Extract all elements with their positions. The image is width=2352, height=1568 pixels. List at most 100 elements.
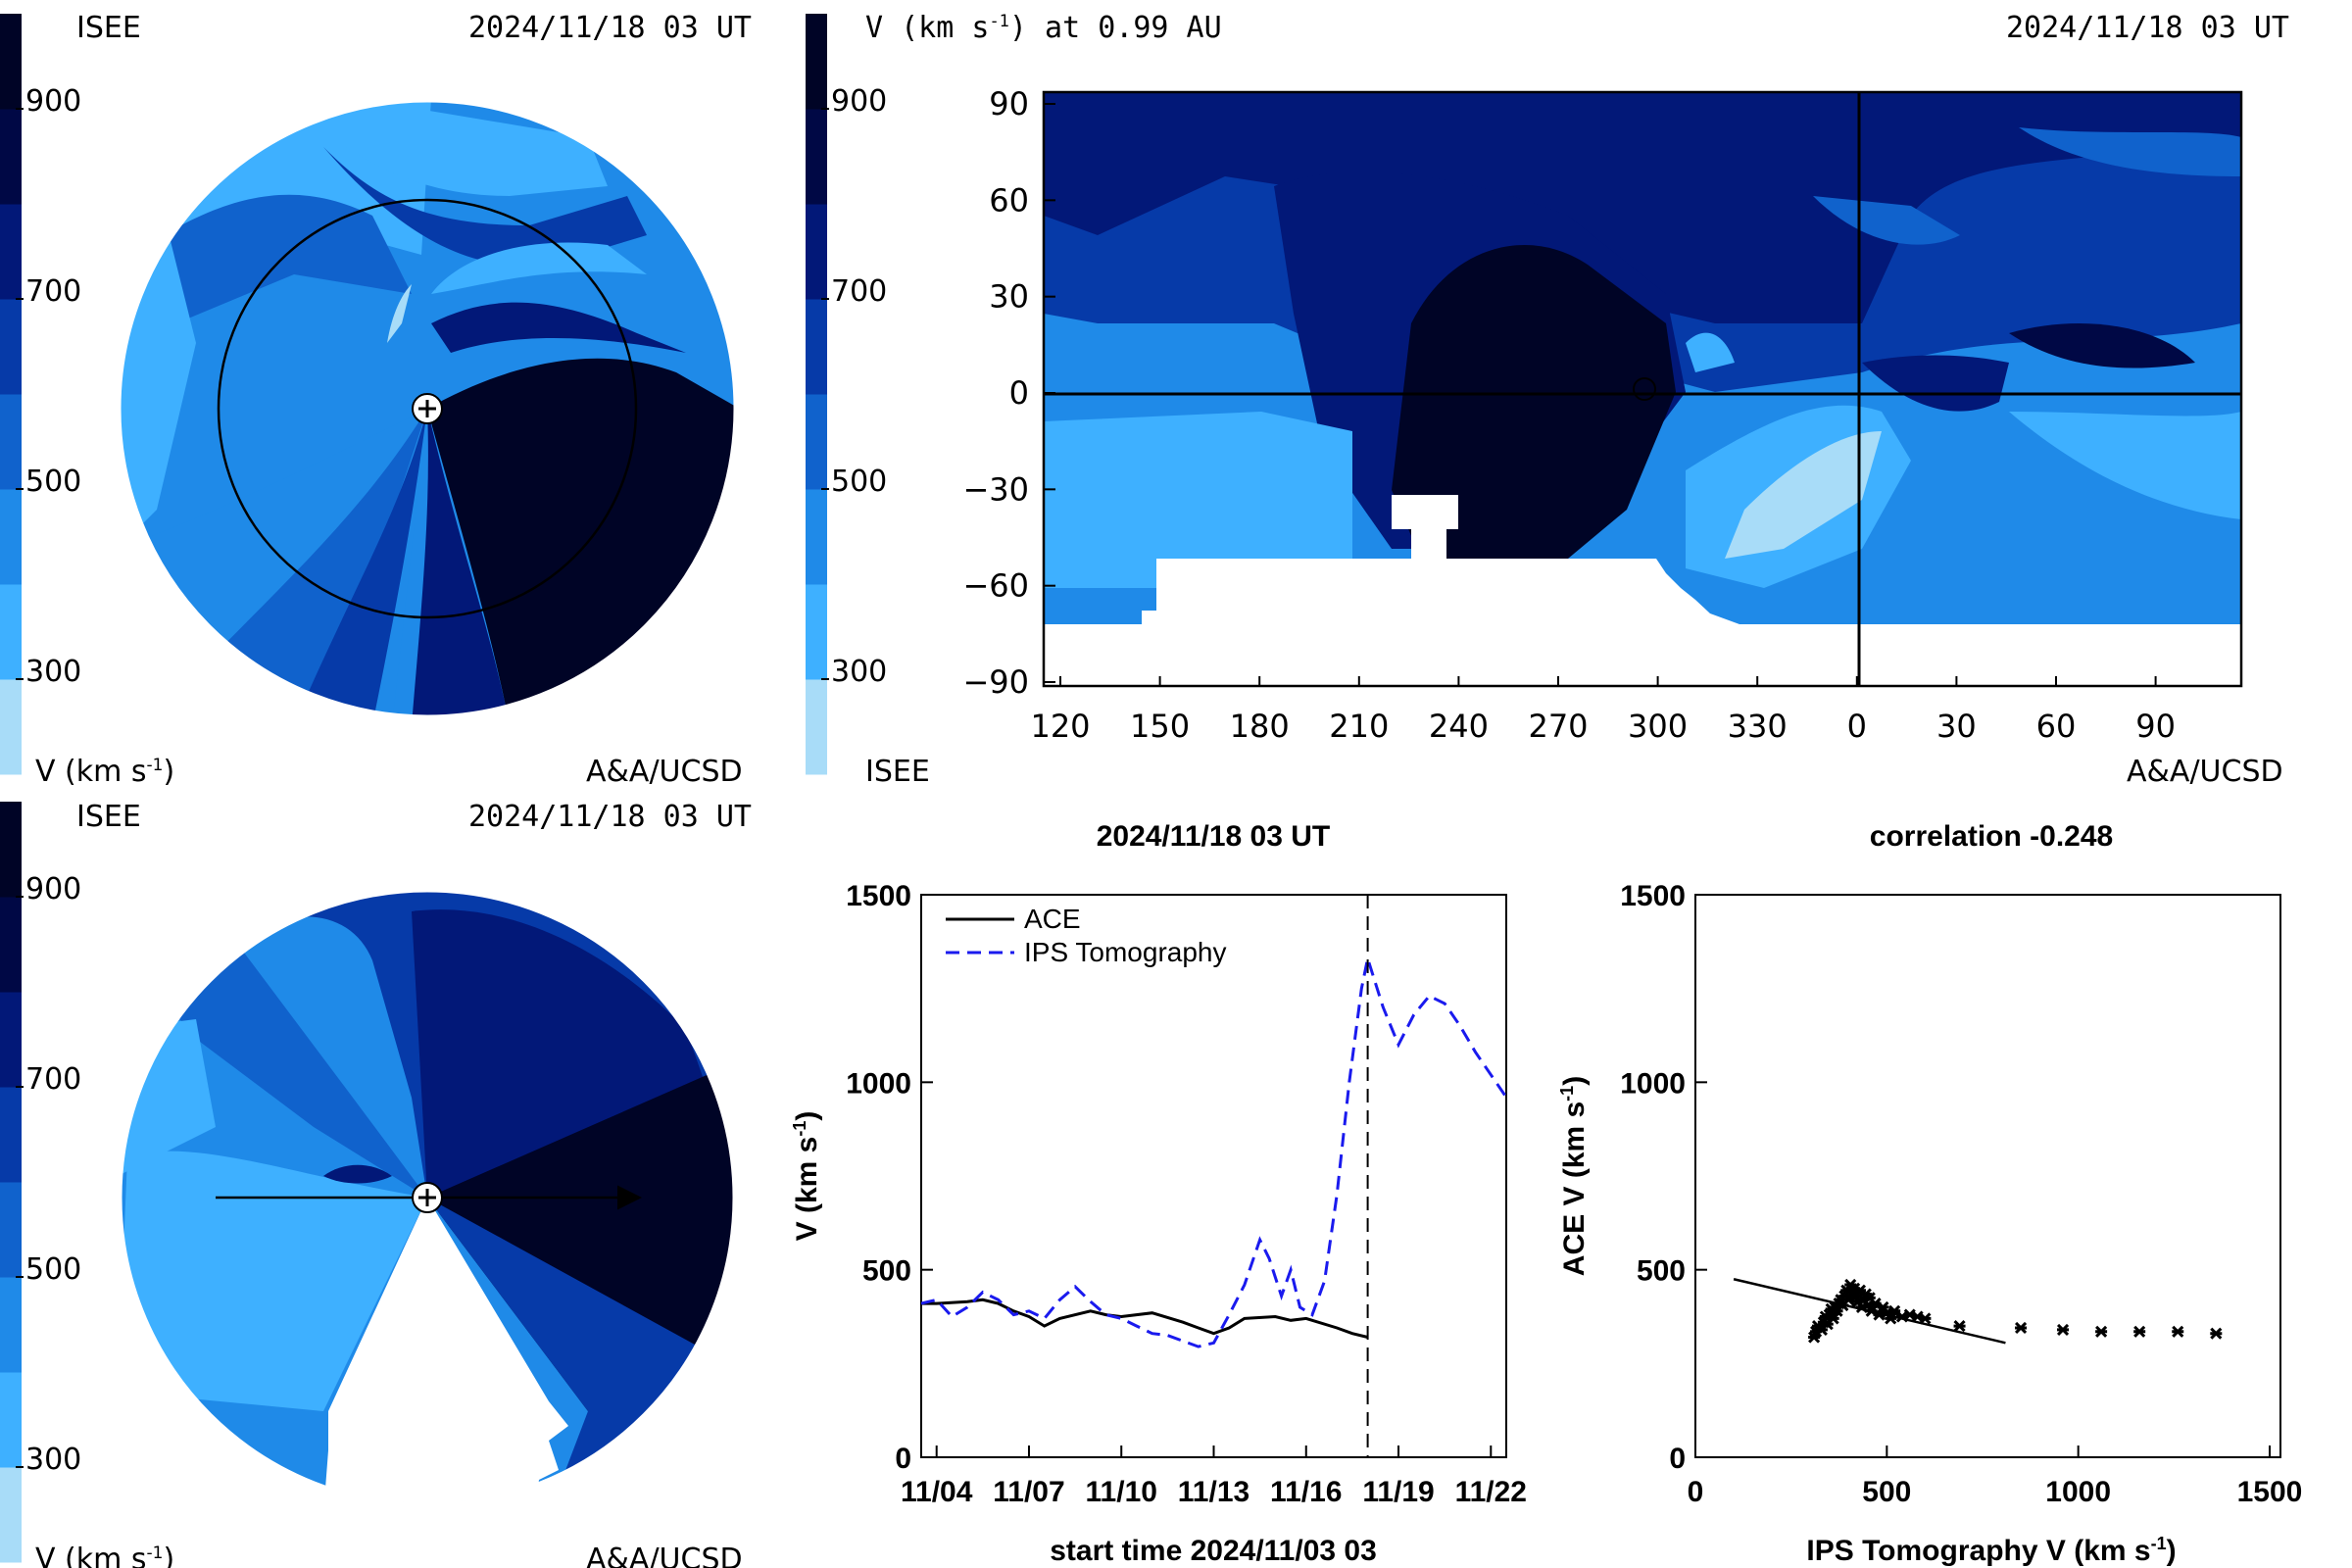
x-tick-label: 150 [1130,708,1190,745]
x-tick-label: 240 [1429,708,1489,745]
synoptic-map [1044,92,2241,624]
colorbar-segment [0,109,22,205]
colorbar-segment [0,802,22,898]
y-tick-label: 500 [862,1255,911,1288]
colorbar-bottom-left: 900 700 500 300 [0,802,81,1563]
fit-line [1733,1278,2006,1345]
colorbar-segment [0,299,22,395]
colorbar-tick-label: 500 [25,1252,81,1287]
y-tick-label: 0 [895,1443,911,1475]
x-tick-label: 120 [1030,708,1090,745]
x-tick-label: 30 [1936,708,1977,745]
colorbar-tick-label: 700 [25,274,81,309]
time-label: 2024/11/18 03 UT [2006,11,2289,45]
colorbar-segment [0,584,22,680]
y-tick-label: 1000 [1620,1067,1686,1100]
colorbar-tick-label: 500 [25,465,81,499]
colorbar-segment [0,394,22,490]
colorbar-segment [0,1277,22,1373]
colorbar-segment [806,299,827,395]
colorbar-segment [806,584,827,680]
x-tick-label: 1500 [2237,1476,2303,1508]
source-label: ISEE [76,800,141,834]
colorbar-segment [0,1467,22,1563]
scatter-point [2095,1325,2108,1338]
y-tick-label: −30 [962,470,1029,508]
colorbar-tick-label: 900 [25,84,81,119]
x-tick-label: 11/22 [1455,1476,1527,1508]
y-axis-label: V (km s-1) [790,1111,823,1242]
scatter-point [2015,1321,2028,1335]
line-axes: 11/04 11/07 11/10 11/13 11/16 11/19 11/22 0 500 1… [846,880,1527,1508]
colorbar-segment [0,1182,22,1278]
colorbar-segment [806,204,827,300]
source-label: ISEE [76,11,141,45]
y-tick-label: 30 [989,278,1029,316]
y-tick-label: 1500 [846,880,911,912]
x-tick-label: 60 [2036,708,2077,745]
scatter-point [2210,1327,2223,1340]
x-tick-label: 11/16 [1270,1476,1342,1508]
colorbar-segment [0,14,22,110]
x-tick-label: 0 [1688,1476,1704,1508]
unit-label: V (km s-1) [35,755,174,789]
colorbar-segment [0,204,22,300]
unit-label: V (km s-1) [35,1543,174,1568]
subsolar-marker-icon [1633,377,1656,401]
y-tick-label: 0 [1669,1443,1686,1475]
x-tick-label: 210 [1329,708,1389,745]
y-tick-label: −90 [962,663,1029,701]
x-tick-label: 11/13 [1178,1476,1250,1508]
y-tick-label: 0 [1009,374,1029,412]
colorbar-tick-label: 700 [831,274,887,309]
x-tick-label: 500 [1862,1476,1911,1508]
map-title: V (km s-1) at 0.99 AU [865,11,1222,45]
chart-title: correlation -0.248 [1870,820,2113,853]
source-label: ISEE [865,755,930,789]
legend-label-tomography: IPS Tomography [1024,937,1227,967]
panel-top-left: 900 700 500 300 ISEE 2024/11/18 03 UT V (km… [0,11,752,789]
plot-frame [920,894,1507,1458]
colorbar-segment [806,394,827,490]
chart-title: 2024/11/18 03 UT [1097,820,1331,853]
colorbar-segment [0,897,22,993]
sun-icon [412,1182,443,1213]
earth-orbit-icon [217,198,638,619]
chart-legend: ACE IPS Tomography [946,904,1227,967]
legend-label-ace: ACE [1024,904,1081,934]
colorbar-segment [0,679,22,775]
colorbar-tick-label: 700 [25,1062,81,1097]
panel-scatter: correlation -0.248 00 500 500 1000 1000 1500 1… [1557,820,2302,1567]
colorbar-top-left: 900 700 500 300 [0,14,81,775]
colorbar-tick-label: 300 [25,655,81,689]
colorbar-tick-label: 300 [831,655,887,689]
plot-frame [1694,894,2281,1458]
x-tick-label: 11/10 [1086,1476,1157,1508]
y-axis-label: ACE V (km s-1) [1557,1076,1591,1276]
map-axes: 120 150 180 210 240 270 300 330 0 30 60 909060300−3… [962,85,2175,745]
x-axis-label: start time 2024/11/03 03 [1050,1535,1377,1567]
colorbar-tick-label: 500 [831,465,887,499]
sun-icon [412,393,443,424]
y-tick-label: 60 [989,181,1029,219]
colorbar-segment [0,489,22,585]
x-tick-label: 11/04 [901,1476,973,1508]
series-ips-tomography-line [921,953,1506,1348]
map-boundary [120,101,735,716]
colorbar-segment [806,14,827,110]
scatter-point [1953,1320,1966,1333]
y-tick-label: 1500 [1620,880,1686,912]
credit-label: A&A/UCSD [2127,755,2283,789]
y-tick-label: −60 [962,567,1029,605]
time-label: 2024/11/18 03 UT [468,11,752,45]
colorbar-tick-label: 300 [25,1443,81,1477]
scatter-point [2172,1325,2184,1338]
panel-bottom-left: 900 700 500 300 ISEE 2024/11/18 03 UT V (km… [0,800,752,1568]
x-tick-label: 330 [1728,708,1788,745]
x-tick-label: 1000 [2045,1476,2111,1508]
scatter-point [2056,1323,2070,1336]
line-series [921,953,1506,1348]
